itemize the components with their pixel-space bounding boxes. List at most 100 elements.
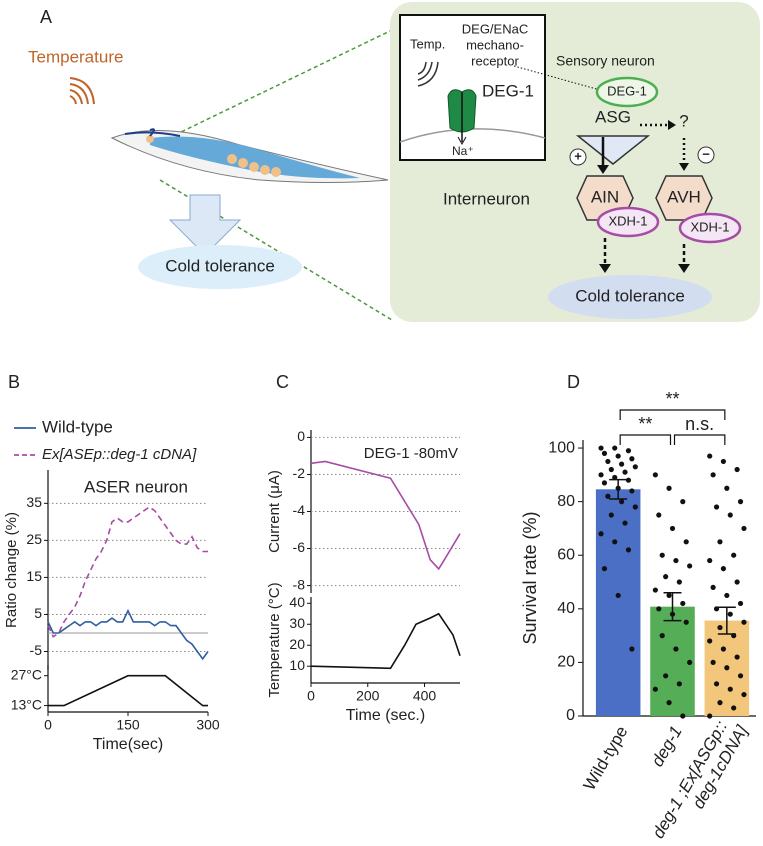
data-point [727,611,733,617]
ion-label: Na⁺ [452,144,474,158]
significance-label: ** [665,389,679,409]
panel-label: A [40,7,52,27]
y-tick-label: -8 [293,576,306,592]
data-point [724,592,730,599]
panel-label: D [567,372,580,392]
arrow-head [599,264,611,273]
data-point [625,448,632,454]
data-point [683,539,689,545]
y-axis-label: Survival rate (%) [520,511,540,644]
series-line [310,460,461,571]
y-tick-label: 80 [557,493,575,510]
y-tick-label: 0 [566,707,575,724]
significance-label: n.s. [685,414,714,434]
data-point [727,686,733,692]
sensory-gene: DEG-1 [607,83,647,98]
series-line [48,674,208,707]
y-tick-label: -6 [293,539,306,555]
y-axis-label: Ratio change (%) [3,512,20,628]
data-point [659,633,665,639]
unknown-label: ? [679,111,688,130]
legend-label: Ex[ASEp::deg-1 cDNA] [42,446,197,463]
significance-label: ** [638,414,652,434]
data-point [612,445,618,451]
data-point [605,458,611,465]
data-point [656,512,662,518]
data-point [666,700,672,706]
data-point [652,472,658,478]
data-point [680,499,686,505]
data-point [717,700,723,706]
data-point [731,552,737,558]
data-point [598,472,604,478]
y-tick-label: 20 [557,654,575,671]
y-tick-label: 20 [289,636,305,652]
x-tick-label: 300 [196,717,220,733]
data-point [731,705,737,711]
data-point [676,681,682,687]
outcome-ellipse [138,245,302,289]
data-point [734,579,740,585]
inter-gene: XDH-1 [608,213,647,228]
interneuron-label: AIN [591,187,619,206]
y-tick-label: 27°C [11,666,42,682]
data-point [601,480,608,486]
data-point [629,646,635,652]
data-point [608,466,614,473]
annotation: DEG-1 -80mV [364,445,458,462]
x-axis-label: Time(sec) [93,736,164,753]
data-point [707,713,713,719]
data-point [710,584,716,590]
legend-label: Wild-type [42,417,113,436]
sensory-label: Sensory neuron [556,53,655,69]
data-point [741,619,747,625]
data-point [680,600,686,607]
y-tick-label: 10 [289,657,305,673]
inter-gene: XDH-1 [690,219,729,234]
x-tick-label: 0 [44,717,52,733]
data-point [601,450,608,456]
data-point [710,472,716,478]
series-line [310,612,461,670]
data-point [676,579,682,585]
data-point [618,461,625,467]
gene-ellipse [596,206,660,238]
data-point [652,587,658,593]
significance-bracket [619,434,672,445]
data-point [713,504,720,510]
interneuron-label: AVH [667,187,701,206]
data-point [720,458,727,465]
data-point [710,659,716,666]
significance-bracket [673,434,726,445]
data-point [687,659,693,666]
data-point [632,464,638,470]
receptor-label: DEG/ENaC [462,21,528,36]
data-point [720,566,727,572]
y-tick-label: 40 [289,594,305,610]
channel-label: DEG-1 [482,81,534,100]
panel-label: C [276,372,289,392]
data-point [625,547,632,553]
data-point [666,485,672,491]
data-point [615,592,621,599]
data-point [683,619,689,625]
y-tick-label: 13°C [11,696,42,712]
y-tick-label: -5 [30,642,43,658]
worm-gut [150,136,360,179]
data-point [680,713,686,719]
data-point [707,557,713,564]
data-point [713,606,720,612]
series-line [47,506,208,638]
data-point [632,504,638,510]
panel-label: B [8,372,20,392]
outcome-ellipse [548,275,712,319]
data-point [601,566,608,572]
y-axis-label: Temperature (°C) [266,582,283,697]
x-tick-label: deg-1 [648,723,686,770]
pointer [513,65,601,91]
data-point [598,445,604,451]
data-point [741,691,747,698]
data-point [625,477,632,483]
data-point [707,453,713,459]
data-point [612,474,618,481]
